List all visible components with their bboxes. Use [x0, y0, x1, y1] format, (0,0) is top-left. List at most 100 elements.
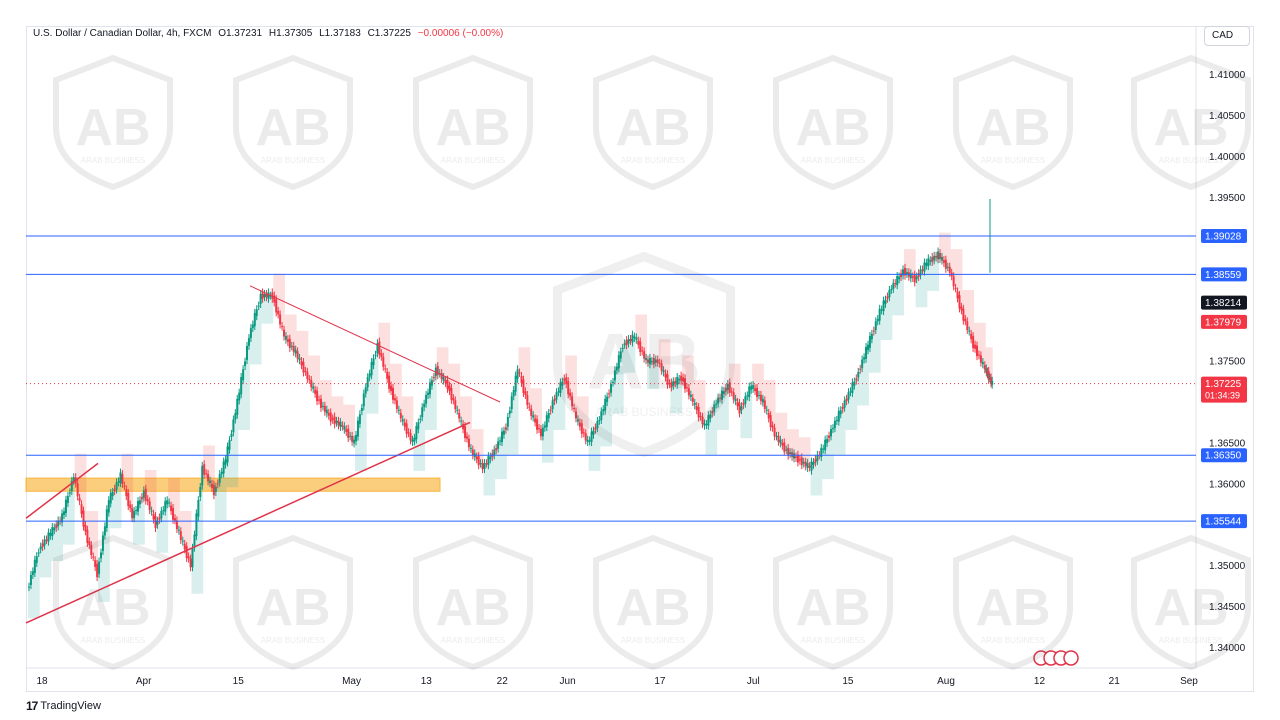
candle-body — [633, 336, 636, 338]
candle-body — [734, 398, 737, 402]
cloud-band — [810, 451, 823, 496]
candle-body — [333, 416, 336, 425]
candle-body — [464, 426, 467, 438]
cloud-band — [179, 510, 192, 566]
candle-body — [314, 389, 317, 394]
candle-body — [84, 525, 87, 532]
candle-body — [226, 446, 229, 463]
candle-body — [222, 461, 225, 474]
candle-body — [193, 534, 196, 548]
economic-event-icon[interactable] — [1063, 650, 1079, 666]
candle-body — [555, 392, 558, 400]
cloud-band — [518, 347, 531, 411]
candle-body — [684, 378, 686, 389]
candle-body — [96, 563, 99, 578]
candle-body — [448, 385, 451, 392]
candle-body — [816, 454, 819, 461]
x-axis-tick-label: Jul — [747, 676, 760, 687]
candle-body — [637, 340, 640, 345]
candle-body — [456, 409, 459, 411]
candle-body — [63, 511, 66, 515]
candle-body — [210, 483, 213, 488]
candle-body — [707, 415, 710, 426]
candle-body — [103, 526, 106, 536]
chart-frame[interactable] — [26, 26, 1254, 692]
support-zone[interactable] — [25, 477, 441, 492]
candle-body — [380, 353, 383, 357]
candle-body — [596, 420, 599, 429]
candle-body — [236, 398, 239, 415]
candle-body — [617, 355, 620, 369]
level-price-badge — [1201, 267, 1247, 282]
candle-body — [740, 406, 743, 411]
candle-body — [872, 330, 875, 332]
candle-body — [458, 412, 461, 419]
candle-body — [534, 418, 537, 423]
x-axis-tick-label: Apr — [136, 676, 152, 687]
candle-body — [33, 559, 36, 573]
candle-body — [39, 546, 42, 550]
candle-body — [497, 441, 500, 449]
candle-body — [793, 453, 796, 459]
candle-body — [524, 391, 527, 395]
candle-body — [857, 372, 860, 378]
candle-body — [183, 543, 186, 550]
candle-body — [185, 546, 188, 558]
level-price-label: 1.39028 — [1205, 232, 1242, 243]
candle-body — [565, 377, 568, 385]
candle-body — [611, 382, 614, 384]
candle-body — [374, 354, 377, 356]
candle-body — [532, 415, 535, 418]
candle-body — [109, 492, 112, 504]
candle-body — [635, 337, 638, 340]
candle-body — [794, 456, 797, 458]
candle-body — [966, 321, 969, 330]
candle-body — [830, 429, 832, 437]
candle-body — [312, 386, 315, 389]
candle-body — [652, 357, 655, 365]
candle-body — [526, 394, 529, 405]
candle-body — [358, 414, 361, 424]
candle-body — [257, 305, 260, 307]
candle-body — [343, 426, 346, 430]
cloud-band — [51, 516, 64, 561]
candle-body — [78, 497, 81, 502]
candle-body — [76, 483, 79, 497]
candle-body — [631, 334, 634, 343]
cloud-band — [717, 385, 729, 431]
candle-body — [559, 382, 562, 393]
candle-body — [432, 376, 435, 378]
candle-body — [672, 381, 675, 386]
candle-body — [372, 358, 375, 366]
candle-body — [465, 436, 468, 439]
candle-body — [388, 375, 391, 389]
candle-body — [142, 490, 145, 498]
y-axis-tick-label: 1.36500 — [1209, 438, 1246, 449]
candle-body — [35, 556, 38, 563]
candle-body — [539, 429, 542, 437]
y-axis-tick-label: 1.40500 — [1209, 111, 1246, 122]
candle-body — [376, 343, 379, 354]
candle-body — [641, 350, 644, 352]
candle-body — [983, 365, 986, 370]
currency-button[interactable]: CAD — [1204, 26, 1250, 46]
candle-body — [436, 366, 439, 376]
cloud-band — [109, 475, 122, 529]
candle-body — [101, 535, 104, 551]
descending-trendline[interactable] — [249, 285, 501, 403]
candle-body — [584, 433, 587, 441]
candle-body — [594, 427, 597, 430]
ascending-trendline[interactable] — [25, 421, 471, 624]
channel-trendline[interactable] — [25, 462, 99, 519]
candle-body — [576, 419, 579, 422]
candle-body — [230, 433, 233, 438]
level-price-badge — [1201, 229, 1247, 244]
candle-body — [979, 355, 982, 363]
candle-body — [779, 439, 782, 444]
candle-body — [771, 425, 774, 428]
candle-body — [520, 376, 523, 383]
tradingview-brand[interactable]: 17 TradingView — [26, 699, 101, 713]
candle-body — [921, 269, 924, 271]
candle-body — [393, 398, 396, 401]
